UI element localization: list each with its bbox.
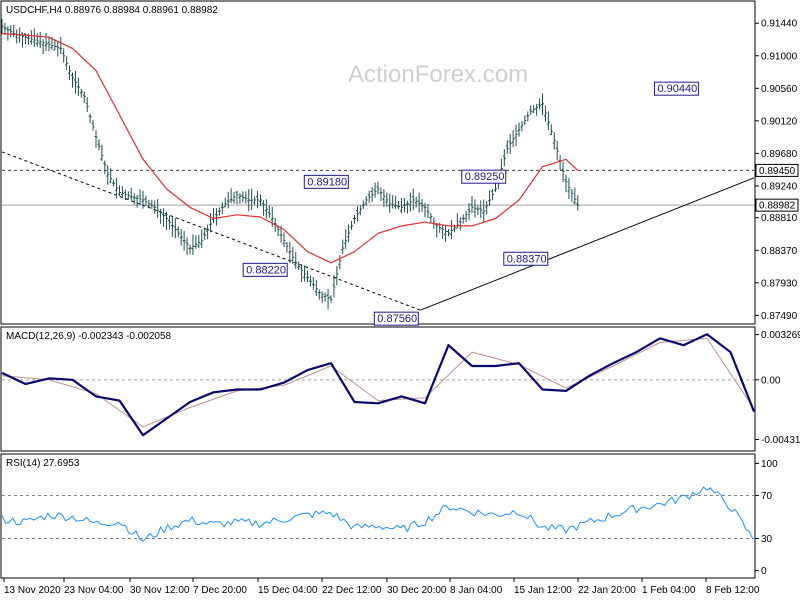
trendline [1,151,421,311]
price-annotations: 0.89180 0.88220 0.87560 0.89250 0.88370 0.904… [242,81,699,326]
x-tick-label: 23 Nov 04:00 [64,585,124,596]
macd-tick-label: 0.00 [761,375,781,386]
x-tick-label: 30 Dec 20:00 [387,585,447,596]
rsi-tick-label: 30 [761,534,773,545]
macd-tick-label: 0.003269 [761,330,800,341]
x-tick-label: 8 Feb 12:00 [706,585,760,596]
annotation-label: 0.89180 [307,176,347,188]
time-x-axis: 13 Nov 2020 23 Nov 04:00 30 Nov 12:00 7 Dec… [3,578,760,596]
annotation-label: 0.89250 [465,171,505,183]
x-tick-label: 15 Jan 12:00 [514,585,572,596]
price-level-label: 0.89450 [759,166,796,177]
moving-average-line [1,33,579,264]
annotation-box [653,81,699,96]
macd-y-axis: 0.003269 0.00 -0.004316 [2,330,800,446]
annotation-label: 0.87560 [377,313,417,325]
rsi-panel-frame [0,453,756,579]
price-tick-label: 0.87930 [761,278,798,289]
rsi-tick-label: 70 [761,491,773,502]
annotation-box [373,311,419,326]
x-tick-label: 8 Jan 04:00 [450,585,503,596]
price-series [0,18,755,311]
price-tick-label: 0.89240 [761,181,798,192]
macd-line [1,333,756,437]
annotation-label: 0.90440 [657,83,697,95]
rsi-tick-label: 0 [761,566,767,577]
x-tick-label: 22 Jan 20:00 [578,585,636,596]
price-header: USDCHF,H4 0.88976 0.88984 0.88961 0.8898… [6,5,218,16]
x-tick-label: 30 Nov 12:00 [130,585,190,596]
rsi-series [1,486,754,542]
price-tick-label: 0.91440 [761,19,798,30]
rsi-line [1,486,754,542]
price-tick-label: 0.90560 [761,84,798,95]
watermark: ActionForex.com [348,61,528,88]
annotation-label: 0.88370 [507,253,547,265]
x-tick-label: 7 Dec 20:00 [193,585,247,596]
trendline [420,177,755,311]
x-tick-label: 13 Nov 2020 [4,585,61,596]
price-level-label: 0.88982 [759,201,796,212]
x-tick-label: 1 Feb 04:00 [642,585,696,596]
annotation-box [503,251,549,266]
price-tick-label: 0.89680 [761,149,798,160]
macd-panel-frame [0,326,756,452]
rsi-tick-label: 100 [761,459,778,470]
price-tick-label: 0.90120 [761,116,798,127]
price-level-tag [755,198,799,212]
price-level-tag [755,163,799,177]
price-tick-label: 0.88370 [761,246,798,257]
rsi-header: RSI(14) 27.6953 [6,458,80,469]
price-tick-label: 0.87490 [761,311,798,322]
price-panel-frame [0,0,756,325]
rsi-y-axis: 100 70 30 0 [2,459,778,577]
x-tick-label: 15 Dec 04:00 [258,585,318,596]
price-tick-label: 0.88810 [761,213,798,224]
annotation-box [242,262,288,277]
macd-header: MACD(12,26,9) -0.002343 -0.002058 [6,331,172,342]
x-tick-label: 22 Dec 12:00 [322,585,382,596]
annotation-box [303,174,349,189]
price-tick-label: 0.91000 [761,51,798,62]
macd-series [1,333,756,437]
price-y-axis: 0.91440 0.91000 0.90560 0.90120 0.89680 0.892… [755,19,798,322]
macd-signal-line [1,337,755,428]
annotation-box [461,169,507,184]
macd-tick-label: -0.004316 [761,435,800,446]
price-levels: 0.89450 0.88982 [2,163,799,212]
annotation-label: 0.88220 [246,264,286,276]
